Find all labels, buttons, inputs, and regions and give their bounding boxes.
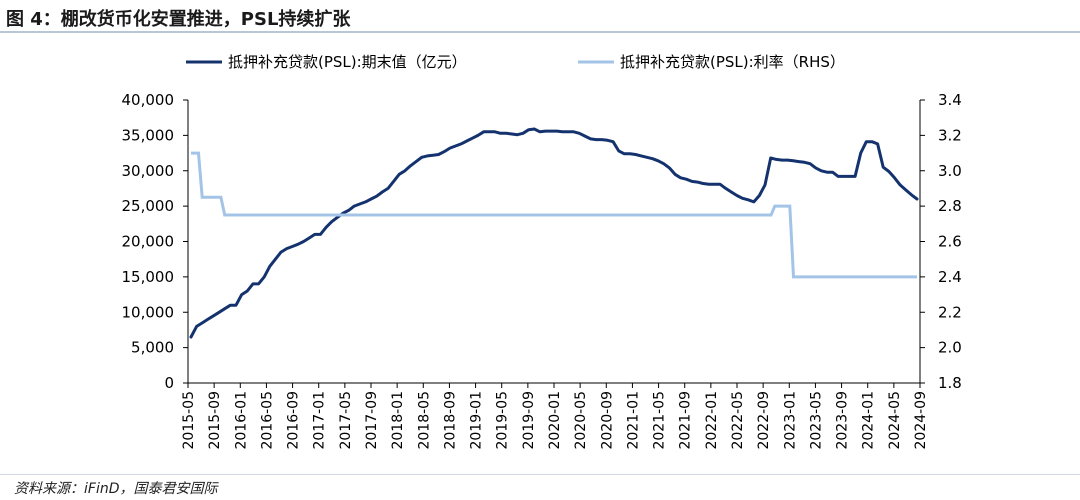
x-tick-label: 2021-09	[678, 391, 694, 450]
x-tick-label: 2018-05	[416, 391, 432, 450]
left-tick-label: 20,000	[122, 233, 175, 251]
psl-balance-line	[189, 127, 919, 339]
x-tick-label: 2016-01	[233, 391, 249, 450]
figure-title: 图 4：棚改货币化安置推进，PSL持续扩张	[6, 9, 351, 30]
source-note: 资料来源：iFinD，国泰君安国际	[14, 481, 218, 497]
x-tick-label: 2023-09	[835, 391, 851, 450]
x-tick-label: 2020-09	[599, 391, 615, 450]
right-tick-label: 3.0	[938, 162, 962, 180]
right-tick-label: 3.4	[938, 91, 962, 109]
x-tick-label: 2017-09	[364, 391, 380, 450]
right-tick-label: 2.2	[938, 303, 962, 321]
x-tick-label: 2024-05	[887, 391, 903, 450]
right-tick-label: 3.2	[938, 126, 962, 144]
x-tick-label: 2023-05	[808, 391, 824, 450]
left-tick-label: 10,000	[122, 303, 175, 321]
left-tick-label: 0	[164, 374, 174, 392]
title-bar: 图 4：棚改货币化安置推进，PSL持续扩张	[0, 0, 1080, 34]
x-tick-label: 2019-05	[495, 391, 511, 450]
x-tick-label: 2022-05	[730, 391, 746, 450]
x-tick-label: 2024-01	[861, 391, 877, 450]
x-tick-label: 2024-09	[913, 391, 929, 450]
x-tick-label: 2020-05	[573, 391, 589, 450]
x-tick-label: 2017-05	[338, 391, 354, 450]
right-tick-label: 2.6	[938, 233, 962, 251]
x-tick-label: 2020-01	[547, 391, 563, 450]
left-tick-label: 15,000	[122, 268, 175, 286]
left-tick-label: 30,000	[122, 162, 175, 180]
x-tick-label: 2023-01	[782, 391, 798, 450]
right-tick-label: 2.0	[938, 339, 962, 357]
left-tick-label: 35,000	[122, 126, 175, 144]
x-tick-label: 2016-09	[286, 391, 302, 450]
left-tick-label: 40,000	[122, 91, 175, 109]
source-divider	[0, 474, 1080, 475]
psl-chart: 抵押补充贷款(PSL):期末值（亿元） 抵押补充贷款(PSL):利率（RHS） 0…	[122, 53, 962, 450]
x-tick-label: 2015-05	[181, 391, 197, 450]
x-tick-label: 2021-01	[625, 391, 641, 450]
x-tick-label: 2019-09	[521, 391, 537, 450]
chart-axes: 0 5,000 10,000 15,000 20,000 25,000 30,000 35,0…	[122, 91, 962, 450]
right-tick-label: 2.4	[938, 268, 962, 286]
x-tick-label: 2022-09	[756, 391, 772, 450]
left-tick-label: 25,000	[122, 197, 175, 215]
legend-label-psl-rate: 抵押补充贷款(PSL):利率（RHS）	[620, 53, 845, 71]
x-tick-label: 2017-01	[312, 391, 328, 450]
title-divider	[0, 31, 1080, 33]
x-tick-label: 2019-01	[469, 391, 485, 450]
x-tick-label: 2021-05	[652, 391, 668, 450]
left-tick-label: 5,000	[131, 339, 174, 357]
right-tick-label: 2.8	[938, 197, 962, 215]
right-tick-label: 1.8	[938, 374, 962, 392]
x-tick-label: 2015-09	[207, 391, 223, 450]
x-tick-label: 2018-09	[442, 391, 458, 450]
psl-rate-line	[191, 151, 917, 279]
legend-label-psl-balance: 抵押补充贷款(PSL):期末值（亿元）	[228, 53, 467, 71]
x-tick-label: 2022-01	[704, 391, 720, 450]
chart-legend: 抵押补充贷款(PSL):期末值（亿元） 抵押补充贷款(PSL):利率（RHS）	[186, 53, 845, 71]
x-tick-label: 2018-01	[390, 391, 406, 450]
chart-series	[189, 127, 919, 339]
x-tick-label: 2016-05	[259, 391, 275, 450]
